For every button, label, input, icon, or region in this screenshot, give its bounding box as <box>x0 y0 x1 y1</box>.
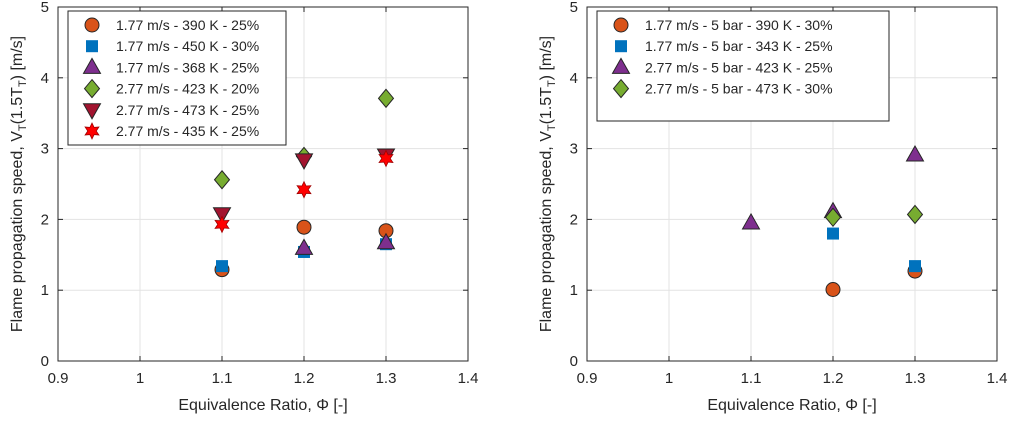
data-point <box>377 88 395 109</box>
legend-label: 2.77 m/s - 435 K - 25% <box>116 123 259 139</box>
y-axis-title-part: (1.5T <box>9 87 26 125</box>
data-point <box>906 204 924 225</box>
x-tick-label: 1.2 <box>823 370 844 387</box>
y-tick-label: 3 <box>41 141 49 158</box>
x-tick-label: 1.2 <box>294 370 315 387</box>
legend-label: 1.77 m/s - 5 bar - 343 K - 25% <box>645 38 833 54</box>
data-point <box>216 260 228 273</box>
legend-marker <box>82 57 102 74</box>
x-tick-label: 1.3 <box>376 370 397 387</box>
chart-panel-2: 0.9 1 1.1 1.2 1.3 1.4 0 1 2 3 4 5 Equivalence Ratio,… <box>538 0 1007 414</box>
legend-box <box>67 10 287 146</box>
y-axis-title: Flame propagation speed, VT(1.5TT) [m/s] <box>538 36 558 332</box>
legend-marker <box>615 40 627 53</box>
data-point <box>905 144 925 162</box>
data-point <box>825 281 841 297</box>
x-tick-label: 1.3 <box>905 370 926 387</box>
y-tick-label: 2 <box>570 211 578 228</box>
series-1 <box>825 263 923 297</box>
data-point <box>214 215 230 234</box>
data-point <box>213 169 231 190</box>
y-tick-label: 2 <box>41 211 49 228</box>
y-tick-label: 1 <box>570 282 578 299</box>
legend-marker <box>86 40 98 53</box>
plot-frame <box>586 6 998 362</box>
legend-label: 2.77 m/s - 5 bar - 473 K - 30% <box>645 81 833 97</box>
data-point <box>212 207 232 224</box>
legend-label: 2.77 m/s - 473 K - 25% <box>116 102 259 118</box>
y-axis-title-subscript: T <box>546 124 558 131</box>
x-tick-label: 1.4 <box>987 370 1008 387</box>
x-tick-label: 1 <box>665 370 673 387</box>
legend-label: 2.77 m/s - 423 K - 20% <box>116 81 259 97</box>
y-tick-label: 3 <box>570 141 578 158</box>
data-point <box>909 260 921 273</box>
y-axis-title-subscript: T <box>17 124 29 131</box>
y-tick-label: 4 <box>41 70 49 87</box>
y-axis-title-subscript: T <box>17 80 29 87</box>
y-tick-label: 1 <box>41 282 49 299</box>
chart-panel-1: 0.9 1 1.1 1.2 1.3 1.4 0 1 2 3 4 5 Equivalence Ratio,… <box>9 0 478 414</box>
x-axis-title: Equivalence Ratio, Φ [-] <box>178 397 347 414</box>
y-tick-label: 0 <box>41 353 49 370</box>
x-tick-label: 0.9 <box>577 370 598 387</box>
x-tick-label: 0.9 <box>48 370 69 387</box>
y-axis-title-part: ) [m/s] <box>9 36 26 80</box>
legend-label: 1.77 m/s - 368 K - 25% <box>116 59 259 75</box>
plot-frame <box>57 6 469 362</box>
data-point <box>827 227 839 240</box>
data-point <box>294 238 314 255</box>
legend-marker <box>83 78 101 99</box>
legend-marker <box>613 17 629 33</box>
y-tick-label: 0 <box>570 353 578 370</box>
series-6 <box>214 149 394 234</box>
legend: 1.77 m/s - 5 bar - 390 K - 30% 1.77 m/s -… <box>596 10 890 122</box>
legend-label: 2.77 m/s - 5 bar - 423 K - 25% <box>645 59 833 75</box>
y-tick-label: 4 <box>570 70 578 87</box>
data-point <box>296 180 312 199</box>
y-axis-title-part: ) [m/s] <box>538 36 555 80</box>
series-4 <box>824 204 924 228</box>
y-axis-title-subscript: T <box>546 80 558 87</box>
x-tick-label: 1.1 <box>741 370 762 387</box>
legend-label: 1.77 m/s - 5 bar - 390 K - 30% <box>645 17 833 33</box>
y-axis-title-part: Flame propagation speed, V <box>538 131 555 332</box>
legend-marker <box>611 57 631 74</box>
y-axis-title-part: Flame propagation speed, V <box>9 131 26 332</box>
legend: 1.77 m/s - 390 K - 25% 1.77 m/s - 450 K -… <box>67 10 287 146</box>
series-2 <box>827 227 921 273</box>
legend-label: 1.77 m/s - 450 K - 30% <box>116 38 259 54</box>
x-tick-label: 1.1 <box>212 370 233 387</box>
data-point <box>741 212 761 230</box>
y-axis-title: Flame propagation speed, VT(1.5TT) [m/s] <box>9 36 29 332</box>
data-point <box>378 149 394 168</box>
data-point <box>296 219 312 235</box>
x-axis-title: Equivalence Ratio, Φ [-] <box>707 397 876 414</box>
data-point <box>294 153 314 170</box>
y-tick-label: 5 <box>570 0 578 16</box>
x-tick-label: 1.4 <box>458 370 479 387</box>
series-3 <box>294 232 396 255</box>
legend-box <box>596 10 890 122</box>
y-tick-label: 5 <box>41 0 49 16</box>
legend-marker <box>84 122 100 140</box>
x-tick-label: 1 <box>136 370 144 387</box>
data-point <box>824 207 842 228</box>
data-point <box>376 232 396 250</box>
legend-label: 1.77 m/s - 390 K - 25% <box>116 17 259 33</box>
legend-marker <box>84 17 100 33</box>
legend-marker <box>612 78 630 99</box>
legend-marker <box>82 103 102 120</box>
y-axis-title-part: (1.5T <box>538 87 555 125</box>
